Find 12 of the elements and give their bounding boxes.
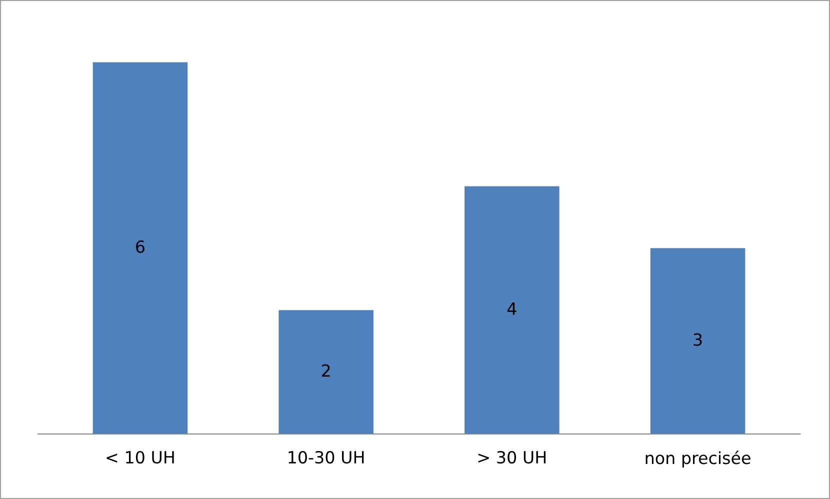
x-tick-label: < 10 UH: [106, 450, 174, 464]
bar: [650, 248, 746, 434]
data-label: 6: [136, 240, 144, 253]
data-label: 3: [694, 333, 702, 346]
x-tick-label: non precisée: [646, 450, 750, 468]
x-tick-label: 10-30 UH: [288, 450, 364, 464]
x-tick-label: > 30 UH: [478, 450, 546, 464]
data-label: 4: [507, 302, 516, 315]
data-label: 2: [322, 364, 330, 377]
bar: [92, 62, 188, 434]
bar: [278, 310, 374, 434]
bar: [464, 186, 560, 434]
